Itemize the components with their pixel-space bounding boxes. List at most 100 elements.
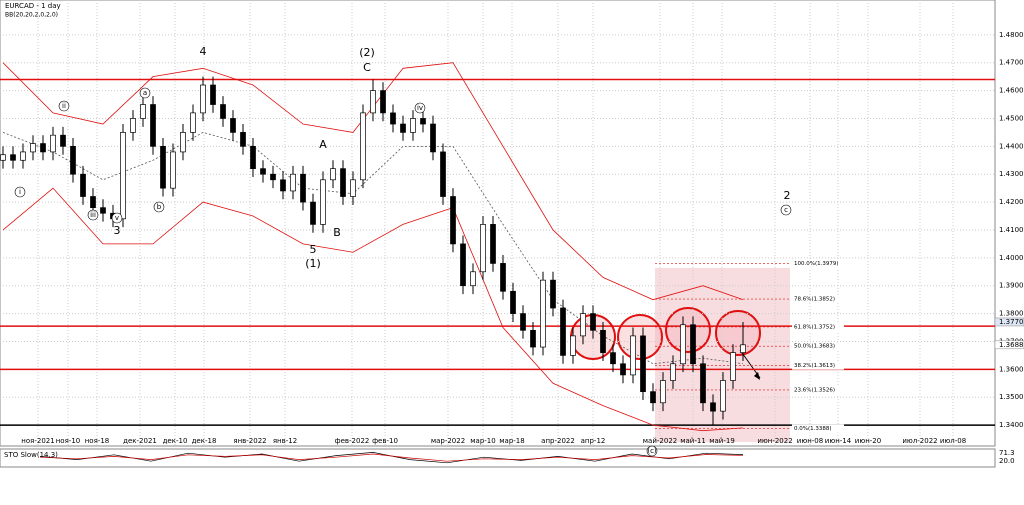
y-tick-label: 1.4400 [999, 142, 1024, 150]
candle-body [570, 335, 576, 356]
wave-circle [14, 186, 26, 198]
wave-label: v [115, 214, 119, 222]
fib-label-bg [792, 295, 844, 304]
x-tick-label: дек-2021 [123, 437, 157, 445]
wave-circle [87, 209, 99, 221]
candle-body [170, 151, 176, 189]
candle-body [220, 104, 226, 119]
y-tick-label: 1.4300 [999, 170, 1024, 178]
wave-label: i [19, 188, 21, 196]
x-tick-label: янв-12 [273, 437, 297, 445]
candle-body [20, 151, 26, 161]
wave-label: (c) [647, 447, 657, 455]
candle-body [160, 145, 166, 189]
x-tick-label: июл-2022 [902, 437, 937, 445]
candle-body [270, 173, 276, 181]
candle-body [290, 173, 296, 192]
bollinger-middle [2, 131, 744, 365]
candle-body [640, 335, 646, 392]
arrow-head [754, 372, 760, 380]
y-tick-label: 1.3500 [999, 393, 1024, 401]
candle-body [30, 143, 36, 153]
fib-label-bg [792, 424, 844, 433]
x-tick-label: дек-10 [163, 437, 188, 445]
price-marker [994, 340, 1024, 350]
x-tick-label: фев-10 [372, 437, 398, 445]
sto-d [39, 453, 744, 462]
x-tick-label: мар-18 [499, 437, 524, 445]
candle-body [80, 173, 86, 197]
wave-label: (2) [359, 46, 375, 59]
fib-label-bg [792, 385, 844, 394]
sto-label: 20.0 [999, 457, 1015, 465]
candle-body [720, 380, 726, 412]
y-tick-label: 1.4600 [999, 87, 1024, 95]
candle-body [120, 132, 126, 220]
wave-label: C [363, 61, 371, 74]
y-tick-label: 1.3900 [999, 282, 1024, 290]
wave-label: 3 [114, 224, 121, 237]
x-tick-label: ноя-10 [56, 437, 81, 445]
x-tick-label: май-2022 [643, 437, 677, 445]
candle-body [370, 90, 376, 114]
candle-body [380, 90, 386, 114]
y-tick-label: 1.4100 [999, 226, 1024, 234]
candle-body [40, 143, 46, 153]
sto-title: STO Slow(14,3) [4, 451, 58, 459]
x-tick-label: июн-14 [825, 437, 852, 445]
candle-body [600, 329, 606, 353]
price-marker [994, 317, 1024, 327]
wave-label: (1) [305, 257, 321, 270]
candle-body [670, 363, 676, 381]
price-marker-label: 1.3770 [999, 318, 1024, 326]
x-tick-label: янв-2022 [233, 437, 266, 445]
x-tick-label: дек-18 [192, 437, 217, 445]
candle-body [710, 402, 716, 412]
candle-body [420, 118, 426, 125]
wave-label: 2 [784, 189, 791, 202]
candle-body [280, 179, 286, 192]
candle-body [490, 224, 496, 264]
wave-circle [780, 204, 792, 216]
y-tick-label: 1.4500 [999, 114, 1024, 122]
wave-label: B [333, 226, 341, 239]
candle-body [480, 224, 486, 273]
candle-body [450, 196, 456, 245]
candle-body [740, 344, 746, 353]
candle-body [430, 123, 436, 153]
y-tick-label: 1.4700 [999, 59, 1024, 67]
y-tick-label: 1.4800 [999, 31, 1024, 39]
candle-body [730, 352, 736, 381]
price-marker-label: 1.3688 [999, 341, 1024, 349]
wave-circle [646, 445, 658, 457]
candle-body [400, 123, 406, 133]
plot-frame [0, 0, 996, 447]
wave-circle [111, 212, 123, 224]
candle-body [320, 179, 326, 225]
x-tick-label: июн-08 [797, 437, 823, 445]
x-tick-label: ноя-2021 [21, 437, 54, 445]
wave-label: ii [62, 102, 66, 110]
x-tick-label: фев-2022 [335, 437, 370, 445]
candle-body [540, 279, 546, 348]
y-tick-label: 1.3800 [999, 310, 1024, 318]
candle-body [460, 243, 466, 287]
x-tick-label: ноя-18 [85, 437, 110, 445]
wave-circle [414, 102, 426, 114]
candle-body [200, 84, 206, 114]
candle-body [190, 112, 196, 133]
candle-body [250, 145, 256, 169]
candle-body [300, 173, 306, 203]
candle-body [610, 352, 616, 365]
candle-body [620, 363, 626, 376]
candle-body [360, 112, 366, 181]
wave-label: b [157, 203, 162, 211]
candle-body [240, 132, 246, 147]
sto-frame [0, 448, 996, 468]
fib-label-bg [792, 322, 844, 331]
candle-body [260, 168, 266, 175]
candle-body [150, 104, 156, 147]
fib-label-bg [792, 342, 844, 351]
x-tick-label: июл-08 [940, 437, 966, 445]
wave-label: a [143, 89, 147, 97]
